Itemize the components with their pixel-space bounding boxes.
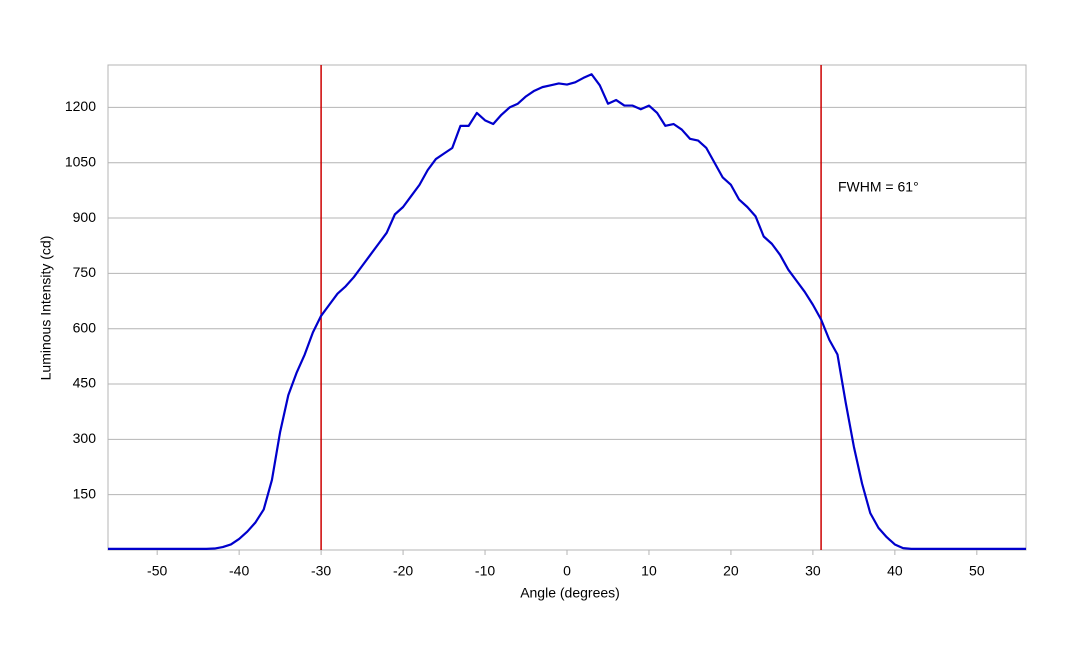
y-tick-label: 1050	[65, 153, 96, 169]
y-tick-label: 450	[73, 375, 97, 391]
y-tick-label: 150	[73, 485, 97, 501]
y-tick-label: 750	[73, 264, 97, 280]
x-tick-label: -10	[475, 563, 495, 579]
y-tick-label: 900	[73, 209, 97, 225]
y-tick-label: 600	[73, 319, 97, 335]
annotation: FWHM = 61°	[838, 179, 919, 195]
x-tick-label: -20	[393, 563, 413, 579]
x-tick-label: -30	[311, 563, 331, 579]
x-tick-label: 40	[887, 563, 903, 579]
x-tick-label: 30	[805, 563, 821, 579]
x-tick-label: -40	[229, 563, 249, 579]
x-tick-label: 50	[969, 563, 985, 579]
y-tick-label: 1200	[65, 98, 96, 114]
data-line	[108, 73, 1026, 550]
x-tick-label: 0	[563, 563, 571, 579]
x-tick-label: -50	[147, 563, 167, 579]
y-tick-label: 300	[73, 430, 97, 446]
x-axis-label: Angle (degrees)	[520, 585, 620, 601]
plot-frame	[107, 64, 1027, 551]
x-tick-label: 20	[723, 563, 739, 579]
x-tick-label: 10	[641, 563, 657, 579]
y-axis-label: Luminous Intensity (cd)	[38, 236, 54, 381]
